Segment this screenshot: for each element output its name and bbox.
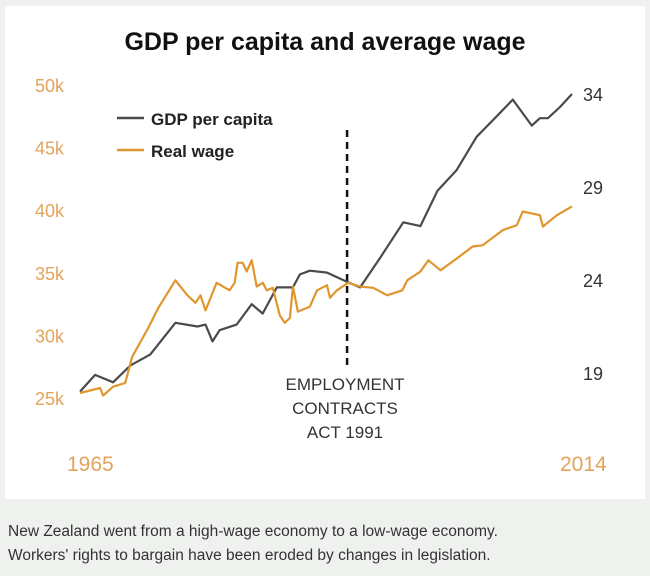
left-axis-tick-label: 45k — [35, 139, 65, 159]
annotation-text: EMPLOYMENT — [285, 375, 404, 394]
left-axis-tick-label: 30k — [35, 326, 65, 346]
left-axis-tick-label: 40k — [35, 201, 65, 221]
legend-label: GDP per capita — [151, 110, 273, 129]
right-axis-tick-label: 19 — [583, 364, 603, 384]
left-axis-tick-label: 25k — [35, 389, 65, 409]
right-axis-tick-label: 24 — [583, 271, 603, 291]
x-axis-tick-label: 1965 — [67, 453, 114, 476]
annotation-text: ACT 1991 — [307, 423, 383, 442]
series-line-gdp-per-capita — [79, 93, 573, 393]
x-axis-tick-label: 2014 — [560, 453, 607, 476]
series-line-real-wage — [79, 205, 573, 397]
annotation-text: CONTRACTS — [292, 399, 398, 418]
legend-label: Real wage — [151, 142, 234, 161]
caption-line: Workers' rights to bargain have been ero… — [8, 547, 491, 564]
right-axis-tick-label: 34 — [583, 85, 603, 105]
chart-card — [5, 6, 645, 499]
caption-line: New Zealand went from a high-wage econom… — [8, 523, 498, 540]
left-axis-tick-label: 50k — [35, 76, 65, 96]
left-axis-tick-label: 35k — [35, 264, 65, 284]
chart-title: GDP per capita and average wage — [124, 28, 526, 56]
caption: New Zealand went from a high-wage econom… — [8, 520, 498, 568]
right-axis-tick-label: 29 — [583, 178, 603, 198]
